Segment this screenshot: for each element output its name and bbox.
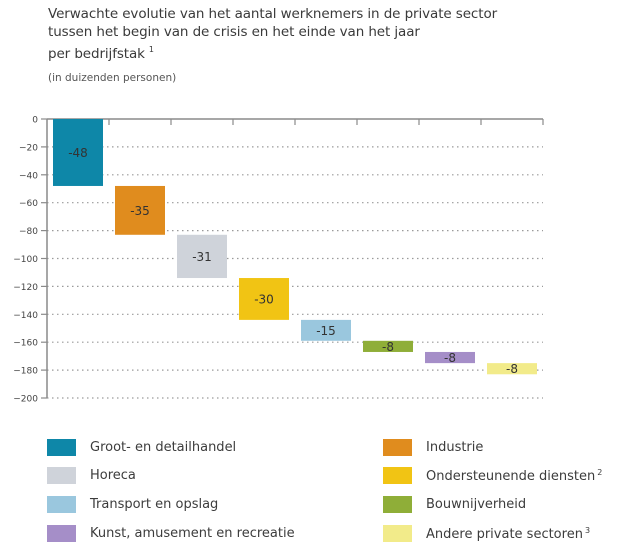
legend-footnote: 2 xyxy=(597,467,603,477)
legend-swatch xyxy=(383,467,412,484)
legend-label: Kunst, amusement en recreatie xyxy=(90,526,295,541)
legend-item: Bouwnijverheid xyxy=(383,496,526,513)
y-tick-label: −120 xyxy=(13,283,38,293)
y-tick-label: −80 xyxy=(19,227,38,237)
bar-label-8: -8 xyxy=(506,362,518,376)
y-tick-label: −200 xyxy=(13,395,38,405)
bar-7 xyxy=(425,351,475,364)
waterfall-chart: 0 −20 −40 −60 −80 −100 −120 −140 −160 −180 −200 -4… xyxy=(13,116,544,405)
bar-3 xyxy=(177,234,227,279)
bar-label-4: -30 xyxy=(254,292,274,306)
legend-item: Horeca xyxy=(47,467,136,484)
legend-swatch xyxy=(47,467,76,484)
legend-swatch xyxy=(47,439,76,456)
axes: 0 −20 −40 −60 −80 −100 −120 −140 −160 −180 −200 xyxy=(13,116,544,405)
chart-title-line-3: per bedrijfstak 1 xyxy=(48,41,497,64)
bar-2 xyxy=(115,185,165,235)
bar-label-7: -8 xyxy=(444,351,456,365)
legend-item: Kunst, amusement en recreatie xyxy=(47,525,295,542)
bar-8 xyxy=(487,363,537,375)
chart-title-line-3-text: per bedrijfstak xyxy=(48,46,145,62)
legend-label: Groot- en detailhandel xyxy=(90,440,237,455)
y-tick-label: −100 xyxy=(13,255,38,265)
bar-label-2: -35 xyxy=(130,204,150,218)
bar-6 xyxy=(363,340,413,352)
bar-label-1: -48 xyxy=(68,146,88,160)
y-tick-label: −60 xyxy=(19,199,38,209)
bar-1 xyxy=(53,119,103,186)
chart-title-line-2: tussen het begin van de crisis en het ei… xyxy=(48,23,420,40)
legend-label: Horeca xyxy=(90,468,136,483)
y-tick-label: −20 xyxy=(19,143,38,153)
legend-item: Groot- en detailhandel xyxy=(47,439,236,456)
legend-label: Industrie xyxy=(426,440,484,455)
bar-label-6: -8 xyxy=(382,340,394,354)
legend-swatch xyxy=(47,496,76,513)
legend-item: Transport en opslag xyxy=(47,496,218,513)
legend-item: Andere private sectoren 3 xyxy=(383,525,590,542)
legend-swatch xyxy=(47,525,76,542)
chart-title-line-1: Verwachte evolutie van het aantal werkne… xyxy=(48,6,498,22)
legend-swatch xyxy=(383,525,412,542)
chart-subtitle: (in duizenden personen) xyxy=(48,72,177,84)
legend-item: Industrie xyxy=(383,439,483,456)
bar-label-5: -15 xyxy=(316,324,336,338)
legend-footnote: 3 xyxy=(584,525,591,535)
legend-swatch xyxy=(383,439,412,456)
legend-label: Ondersteunende diensten 2 xyxy=(426,467,603,484)
y-tick-label: −180 xyxy=(13,367,38,377)
legend-label: Bouwnijverheid xyxy=(426,497,527,512)
title-footnote: 1 xyxy=(148,45,154,54)
legend-label: Andere private sectoren 3 xyxy=(426,525,591,542)
y-tick-label: 0 xyxy=(32,116,38,126)
bar-5 xyxy=(301,319,351,341)
bar-label-3: -31 xyxy=(192,250,212,264)
y-tick-label: −140 xyxy=(13,311,38,321)
y-tick-label: −40 xyxy=(19,171,38,181)
legend-swatch xyxy=(383,496,412,513)
bars: -48 -35 -31 -30 -15 -8 -8 -8 xyxy=(53,119,537,376)
legend-label: Transport en opslag xyxy=(90,497,219,512)
legend-item: Ondersteunende diensten 2 xyxy=(383,467,602,484)
bar-4 xyxy=(239,278,289,320)
y-tick-label: −160 xyxy=(13,339,38,349)
chart-title: Verwachte evolutie van het aantal werkne… xyxy=(48,6,497,64)
